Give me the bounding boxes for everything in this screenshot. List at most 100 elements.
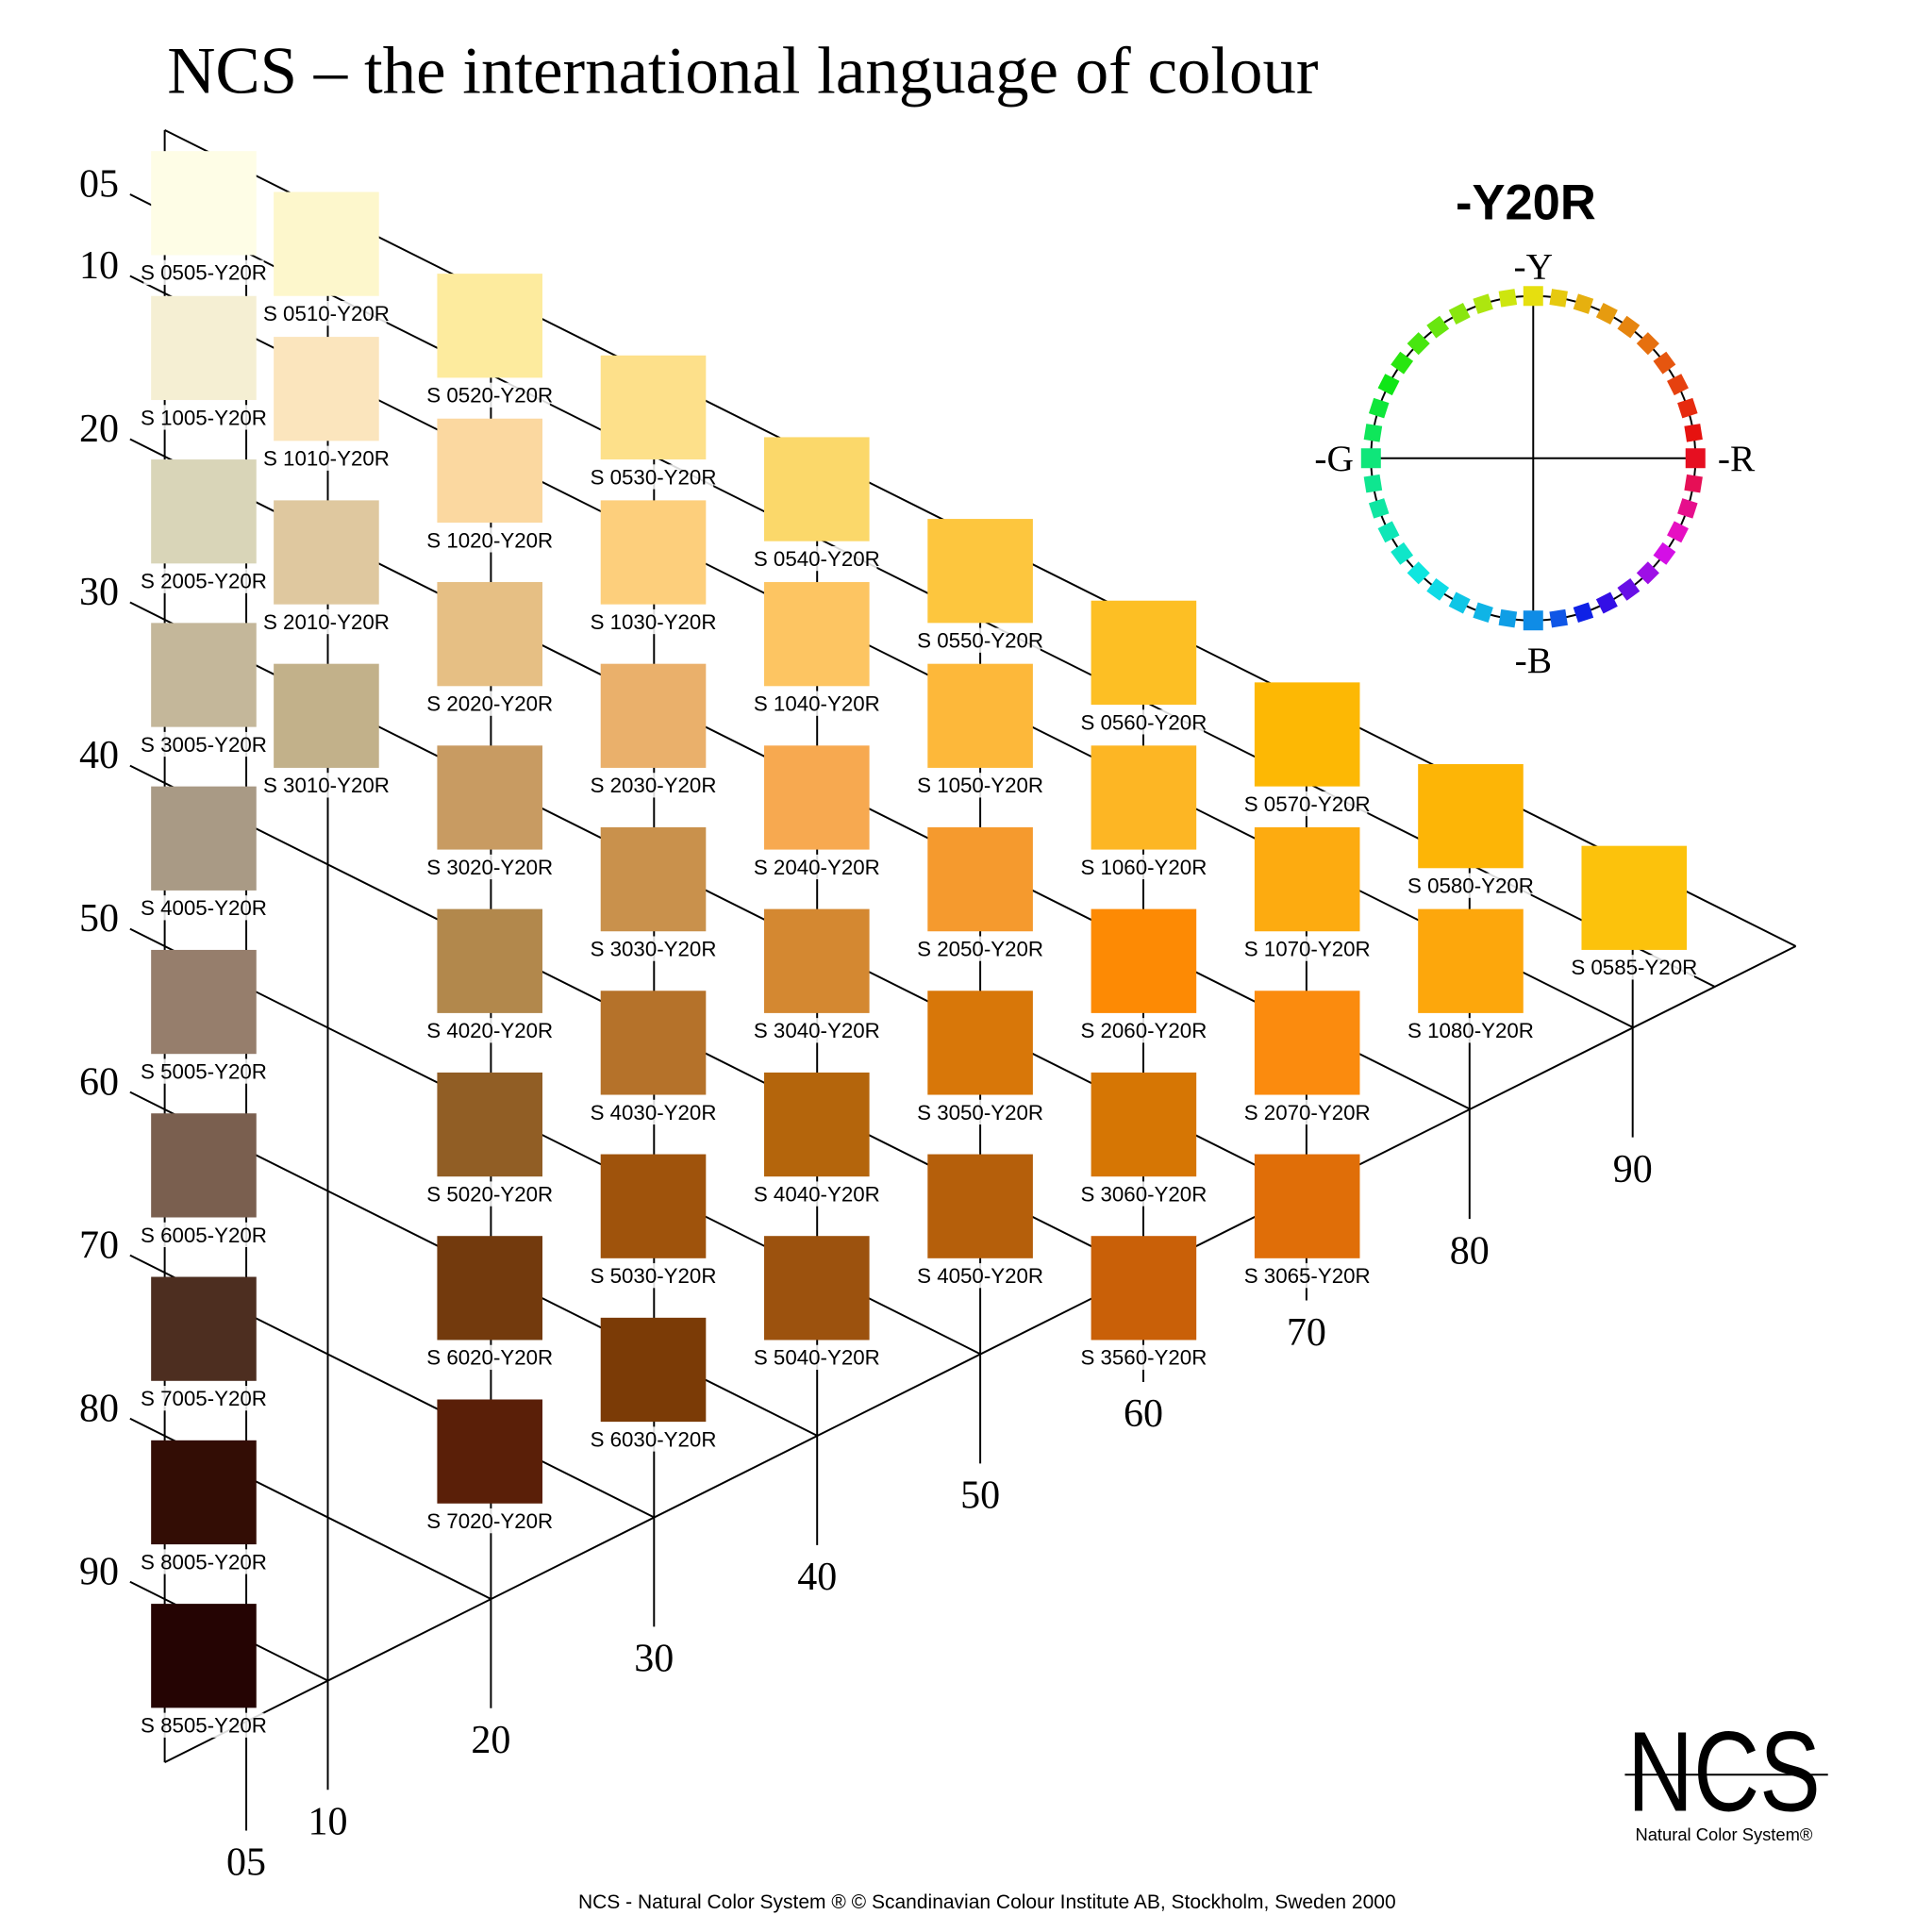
swatch-label-bg (266, 445, 387, 471)
swatch-label: S 0510-Y20R (263, 302, 390, 325)
hue-dot (1426, 315, 1450, 339)
swatch-label: S 3065-Y20R (1244, 1264, 1371, 1288)
swatch (1091, 600, 1197, 705)
swatch-label-bg (920, 936, 1041, 961)
chromaticness-label: 90 (1613, 1148, 1653, 1191)
swatch (274, 192, 379, 296)
chromaticness-label: 30 (634, 1638, 674, 1681)
swatch-label: S 5020-Y20R (426, 1182, 553, 1206)
swatch-label: S 0570-Y20R (1244, 792, 1371, 816)
swatch-label: S 1005-Y20R (141, 406, 267, 429)
swatch-label-bg (1410, 873, 1531, 898)
swatch (1091, 1072, 1197, 1177)
swatch-label-bg (920, 627, 1041, 653)
swatch-label: S 0550-Y20R (917, 629, 1043, 653)
hue-label: -Y20R (1456, 175, 1596, 230)
swatch-label: S 1010-Y20R (263, 447, 390, 471)
swatch (151, 1440, 257, 1545)
swatch-label-bg (429, 691, 550, 716)
swatch (600, 826, 707, 932)
swatch-label-bg (429, 527, 550, 553)
swatch (764, 745, 870, 850)
hue-dot (1549, 608, 1568, 628)
swatch (151, 623, 257, 727)
hue-dot (1377, 521, 1400, 543)
swatch-label: S 1050-Y20R (917, 774, 1043, 797)
swatch-label-bg (429, 382, 550, 408)
swatch-label-bg (1247, 791, 1368, 817)
chromaticness-label: 80 (1450, 1229, 1490, 1273)
swatch-label-bg (592, 1263, 714, 1289)
swatch (927, 991, 1033, 1095)
swatch-label: S 4030-Y20R (591, 1101, 717, 1124)
blackness-label: 40 (79, 734, 119, 777)
swatch (600, 500, 707, 605)
swatch-label-bg (1083, 1344, 1205, 1370)
hue-circle: -Y -R -B -G (1314, 245, 1756, 680)
blackness-label: 10 (79, 244, 119, 288)
hue-dot (1473, 293, 1493, 314)
chromaticness-label: 20 (471, 1719, 510, 1762)
swatch-label-bg (143, 1222, 264, 1248)
hue-dot (1448, 303, 1471, 325)
swatch-label: S 8505-Y20R (141, 1714, 267, 1738)
swatch-label: S 1040-Y20R (754, 692, 880, 716)
swatch-label-bg (266, 608, 387, 635)
swatch (1254, 682, 1360, 787)
swatch (1254, 991, 1360, 1095)
swatch-label: S 3030-Y20R (591, 937, 717, 960)
hue-dot (1667, 374, 1689, 396)
swatch-label: S 5030-Y20R (591, 1264, 717, 1288)
swatch-label-bg (143, 259, 264, 285)
hue-dot (1573, 602, 1594, 624)
swatch-label: S 2005-Y20R (141, 570, 267, 593)
swatch (437, 1399, 543, 1504)
swatch (151, 459, 257, 564)
hue-dot (1426, 577, 1450, 601)
swatch (927, 1154, 1033, 1258)
hue-circle-label: -R (1718, 438, 1756, 479)
swatch-label: S 5040-Y20R (754, 1346, 880, 1370)
swatch-label-bg (1574, 955, 1694, 980)
swatch (1254, 1154, 1360, 1258)
hue-dot (1498, 608, 1518, 628)
hue-dot (1595, 591, 1618, 614)
hue-dot (1391, 351, 1414, 375)
swatch (437, 1072, 543, 1177)
swatch-label: S 0540-Y20R (754, 547, 880, 571)
swatch-label-bg (592, 608, 714, 635)
swatch (151, 786, 257, 891)
swatch-label-bg (143, 895, 264, 921)
swatch (151, 295, 257, 401)
swatch-label-bg (429, 1181, 550, 1207)
swatch-label-bg (757, 1018, 877, 1043)
swatch-label: S 2070-Y20R (1244, 1101, 1371, 1124)
swatch (1418, 908, 1524, 1013)
swatch-label-bg (1083, 1181, 1205, 1207)
swatch-label-bg (1083, 709, 1205, 735)
hue-dot (1368, 397, 1390, 419)
swatch-label: S 2010-Y20R (263, 610, 390, 634)
swatch-label-bg (429, 854, 550, 880)
swatch-label: S 3060-Y20R (1080, 1182, 1207, 1206)
hue-dot (1407, 332, 1430, 356)
swatch-label-bg (592, 464, 714, 490)
swatch (274, 663, 379, 768)
swatch (600, 1154, 707, 1258)
swatch-label: S 1060-Y20R (1080, 856, 1207, 879)
swatch (600, 355, 707, 460)
swatch-label: S 1030-Y20R (591, 610, 717, 634)
hue-dot (1653, 351, 1676, 375)
hue-dot (1653, 541, 1676, 565)
blackness-label: 30 (79, 571, 119, 614)
swatch (437, 582, 543, 687)
swatch-label: S 1080-Y20R (1407, 1019, 1534, 1042)
hue-dot (1360, 448, 1381, 469)
swatch-label-bg (429, 1018, 550, 1043)
logo-caption: Natural Color System® (1635, 1824, 1812, 1844)
swatch-label: S 8005-Y20R (141, 1550, 267, 1574)
hue-dot (1523, 610, 1543, 631)
swatch (600, 663, 707, 768)
swatch (1254, 826, 1360, 932)
